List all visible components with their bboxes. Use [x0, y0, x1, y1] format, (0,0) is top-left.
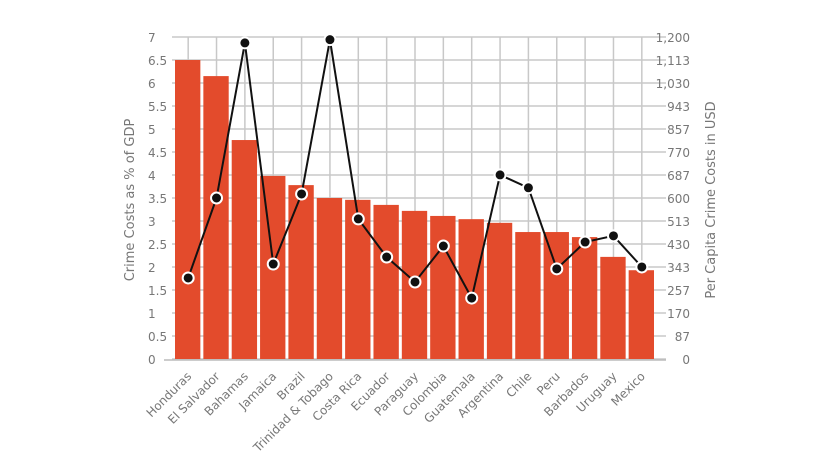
line-point-uruguay: [606, 229, 620, 243]
right-tick-label: 1,113: [656, 54, 690, 68]
bar-argentina: [486, 222, 513, 359]
right-tick-label: 430: [667, 238, 690, 252]
left-tick-label: 0.5: [148, 330, 167, 344]
bar-bahamas: [231, 140, 258, 359]
line-point-chile: [521, 181, 535, 195]
bar-el-salvador: [203, 76, 229, 359]
bar-guatemala: [458, 219, 484, 359]
line-point-argentina: [493, 168, 507, 182]
bar-trinidad-tobago: [316, 198, 343, 359]
line-point-mexico: [635, 260, 649, 274]
line-point-trinidad-tobago: [323, 33, 337, 47]
right-axis-label: Per Capita Crime Costs in USD: [704, 101, 719, 298]
right-tick-label: 257: [667, 284, 690, 298]
line-point-brazil: [295, 187, 309, 201]
line-point-peru: [550, 262, 564, 276]
left-tick-label: 2: [148, 261, 156, 275]
line-point-honduras: [181, 271, 195, 285]
right-tick-label: 600: [667, 192, 690, 206]
right-tick-label: 770: [667, 146, 690, 160]
left-tick-label: 5.5: [148, 100, 167, 114]
bar-colombia: [430, 215, 456, 359]
right-axis-ticks: 0 87 170 257 343 430 513 600 687 770 857 943 1,030 1,…: [656, 31, 690, 367]
left-axis-label: Crime Costs as % of GDP: [123, 119, 138, 282]
right-tick-label: 513: [667, 215, 690, 229]
left-tick-label: 6: [148, 77, 156, 91]
line-point-colombia: [436, 239, 450, 253]
line-point-ecuador: [380, 250, 394, 264]
left-tick-label: 3.5: [148, 192, 167, 206]
bar-peru: [543, 232, 569, 359]
bar-barbados: [571, 237, 598, 359]
bar-ecuador: [373, 204, 399, 359]
line-point-jamaica: [266, 257, 280, 271]
right-tick-label: 943: [667, 100, 690, 114]
line-point-bahamas: [238, 36, 252, 50]
right-tick-label: 87: [675, 330, 690, 344]
right-tick-label: 857: [667, 123, 690, 137]
bar-uruguay: [600, 256, 626, 359]
right-tick-label: 343: [667, 261, 690, 275]
x-tick-label: Chile: [503, 369, 534, 400]
right-tick-label: 170: [667, 307, 690, 321]
bar-honduras: [175, 60, 201, 359]
left-tick-label: 6.5: [148, 54, 167, 68]
left-tick-label: 3: [148, 215, 156, 229]
left-tick-label: 5: [148, 123, 156, 137]
left-tick-label: 1: [148, 307, 156, 321]
line-point-paraguay: [408, 275, 422, 289]
bar-brazil: [288, 185, 314, 359]
line-point-guatemala: [465, 291, 479, 305]
left-tick-label: 0: [148, 353, 156, 367]
line-point-costa-rica: [351, 212, 365, 226]
left-tick-label: 4.5: [148, 146, 167, 160]
line-series: [181, 33, 649, 305]
bar-costa-rica: [345, 199, 371, 359]
right-tick-label: 1,200: [656, 31, 690, 45]
left-tick-label: 2.5: [148, 238, 167, 252]
right-tick-label: 687: [667, 169, 690, 183]
line-point-el-salvador: [210, 191, 224, 205]
left-tick-label: 1.5: [148, 284, 167, 298]
bar-mexico: [628, 270, 654, 359]
left-axis-ticks: 0 0.5 1 1.5 2 2.5 3 3.5 4 4.5 5 5.5 6 6.5 7: [148, 31, 167, 367]
left-tick-label: 4: [148, 169, 156, 183]
line-point-barbados: [578, 235, 592, 249]
bar-chile: [515, 232, 541, 359]
left-tick-label: 7: [148, 31, 156, 45]
right-tick-label: 1,030: [656, 77, 690, 91]
right-tick-label: 0: [682, 353, 690, 367]
bars: [175, 60, 654, 359]
